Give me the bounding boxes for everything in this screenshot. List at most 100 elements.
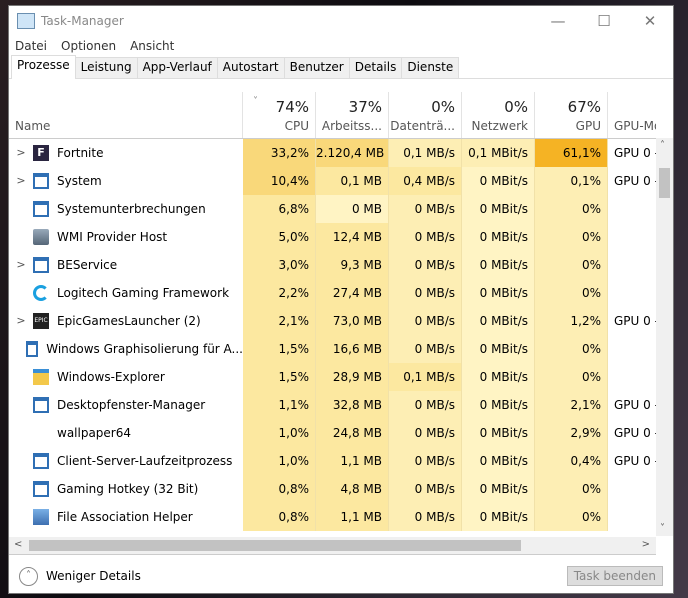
gpu-cell: 0% bbox=[535, 251, 608, 279]
epic-icon: EPIC bbox=[33, 313, 49, 329]
gpu-module-cell: GPU 0 - bbox=[614, 398, 656, 412]
memory-cell: 0,1 MB bbox=[316, 167, 389, 195]
tab-dienste[interactable]: Dienste bbox=[401, 57, 460, 78]
table-row[interactable]: > EPIC EpicGamesLauncher (2) 2,1% 73,0 M… bbox=[9, 307, 673, 335]
table-row[interactable]: > F Fortnite 33,2% 2.120,4 MB 0,1 MB/s 0… bbox=[9, 139, 673, 167]
horizontal-scrollbar[interactable]: < > bbox=[9, 537, 656, 555]
network-cell: 0 MBit/s bbox=[462, 223, 535, 251]
memory-cell: 4,8 MB bbox=[316, 475, 389, 503]
table-row[interactable]: Windows Graphisolierung für A... 1,5% 16… bbox=[9, 335, 673, 363]
close-button[interactable]: ✕ bbox=[643, 12, 657, 30]
table-row[interactable]: WMI Provider Host 5,0% 12,4 MB 0 MB/s 0 … bbox=[9, 223, 673, 251]
memory-cell: 1,1 MB bbox=[316, 447, 389, 475]
column-network[interactable]: 0% Netzwerk bbox=[462, 92, 535, 138]
minimize-button[interactable]: — bbox=[550, 12, 566, 30]
cpu-cell: 1,0% bbox=[243, 419, 316, 447]
memory-cell: 27,4 MB bbox=[316, 279, 389, 307]
menu-datei[interactable]: Datei bbox=[15, 39, 48, 53]
expand-chevron-icon[interactable]: > bbox=[16, 314, 26, 327]
process-name: Client-Server-Laufzeitprozess bbox=[57, 454, 233, 468]
expand-chevron-icon[interactable]: > bbox=[16, 258, 26, 271]
scroll-down-icon[interactable]: ˅ bbox=[660, 523, 665, 534]
window-icon bbox=[33, 453, 49, 469]
memory-cell: 32,8 MB bbox=[316, 391, 389, 419]
scroll-right-icon[interactable]: > bbox=[641, 539, 650, 550]
column-gpu[interactable]: 67% GPU bbox=[535, 92, 608, 138]
process-name-cell: Windows Graphisolierung für A... bbox=[9, 335, 243, 363]
cpu-cell: 1,5% bbox=[243, 363, 316, 391]
cpu-cell: 1,1% bbox=[243, 391, 316, 419]
scroll-up-icon[interactable]: ˄ bbox=[660, 140, 665, 151]
column-memory[interactable]: 37% Arbeitss... bbox=[316, 92, 389, 138]
gpu-cell: 2,1% bbox=[535, 391, 608, 419]
table-row[interactable]: Gaming Hotkey (32 Bit) 0,8% 4,8 MB 0 MB/… bbox=[9, 475, 673, 503]
process-name-cell: wallpaper64 bbox=[9, 419, 243, 447]
less-details-link[interactable]: Weniger Details bbox=[46, 569, 141, 583]
memory-cell: 28,9 MB bbox=[316, 363, 389, 391]
column-cpu[interactable]: ˅ 74% CPU bbox=[243, 92, 316, 138]
table-row[interactable]: Logitech Gaming Framework 2,2% 27,4 MB 0… bbox=[9, 279, 673, 307]
maximize-button[interactable]: ☐ bbox=[597, 12, 611, 30]
gpu-module-cell bbox=[608, 363, 656, 391]
wmi-icon bbox=[33, 229, 49, 245]
table-row[interactable]: Desktopfenster-Manager 1,1% 32,8 MB 0 MB… bbox=[9, 391, 673, 419]
network-cell: 0 MBit/s bbox=[462, 419, 535, 447]
table-row[interactable]: > System 10,4% 0,1 MB 0,4 MB/s 0 MBit/s … bbox=[9, 167, 673, 195]
cpu-cell: 2,1% bbox=[243, 307, 316, 335]
column-label: Netzwerk bbox=[471, 119, 528, 133]
network-cell: 0 MBit/s bbox=[462, 307, 535, 335]
table-row[interactable]: Windows-Explorer 1,5% 28,9 MB 0,1 MB/s 0… bbox=[9, 363, 673, 391]
tab-benutzer[interactable]: Benutzer bbox=[283, 57, 350, 78]
cpu-cell: 1,0% bbox=[243, 447, 316, 475]
table-row[interactable]: Client-Server-Laufzeitprozess 1,0% 1,1 M… bbox=[9, 447, 673, 475]
expand-chevron-icon[interactable]: > bbox=[16, 174, 26, 187]
process-name: BEService bbox=[57, 258, 118, 272]
tab-details[interactable]: Details bbox=[348, 57, 403, 78]
disk-cell: 0 MB/s bbox=[389, 391, 462, 419]
chevron-up-icon[interactable]: ˄ bbox=[19, 566, 38, 586]
process-name: Gaming Hotkey (32 Bit) bbox=[57, 482, 199, 496]
tab-prozesse[interactable]: Prozesse bbox=[11, 55, 76, 79]
tab-leistung[interactable]: Leistung bbox=[74, 57, 138, 78]
process-name-cell: > EPIC EpicGamesLauncher (2) bbox=[9, 307, 243, 335]
process-list: > F Fortnite 33,2% 2.120,4 MB 0,1 MB/s 0… bbox=[9, 139, 673, 531]
process-name: EpicGamesLauncher (2) bbox=[57, 314, 201, 328]
gpu-cell: 0% bbox=[535, 475, 608, 503]
expand-chevron-icon[interactable]: > bbox=[16, 146, 26, 159]
cpu-cell: 1,5% bbox=[243, 335, 316, 363]
table-row[interactable]: File Association Helper 0,8% 1,1 MB 0 MB… bbox=[9, 503, 673, 531]
network-cell: 0 MBit/s bbox=[462, 195, 535, 223]
process-name: Fortnite bbox=[57, 146, 104, 160]
gpu-total: 67% bbox=[567, 98, 601, 116]
process-name-cell: Gaming Hotkey (32 Bit) bbox=[9, 475, 243, 503]
process-name: WMI Provider Host bbox=[57, 230, 168, 244]
gpu-module-cell: GPU 0 - bbox=[614, 426, 656, 440]
disk-cell: 0 MB/s bbox=[389, 335, 462, 363]
column-label: Arbeitss... bbox=[321, 119, 382, 133]
vertical-scrollbar[interactable]: ˄ ˅ bbox=[656, 138, 673, 536]
gpu-module-cell bbox=[608, 335, 656, 363]
table-row[interactable]: Systemunterbrechungen 6,8% 0 MB 0 MB/s 0… bbox=[9, 195, 673, 223]
memory-total: 37% bbox=[348, 98, 382, 116]
column-disk[interactable]: 0% Datenträ... bbox=[389, 92, 462, 138]
menu-optionen[interactable]: Optionen bbox=[61, 39, 117, 53]
scroll-thumb[interactable] bbox=[29, 540, 521, 551]
column-label: Datenträ... bbox=[390, 119, 455, 133]
gpu-module-cell bbox=[608, 195, 656, 223]
disk-cell: 0 MB/s bbox=[389, 419, 462, 447]
tab-autostart[interactable]: Autostart bbox=[216, 57, 285, 78]
tab-app-verlauf[interactable]: App-Verlauf bbox=[136, 57, 218, 78]
table-row[interactable]: > BEService 3,0% 9,3 MB 0 MB/s 0 MBit/s … bbox=[9, 251, 673, 279]
memory-cell: 2.120,4 MB bbox=[316, 139, 389, 167]
menu-ansicht[interactable]: Ansicht bbox=[130, 39, 175, 53]
scroll-left-icon[interactable]: < bbox=[14, 539, 23, 550]
end-task-button[interactable]: Task beenden bbox=[566, 566, 663, 586]
gpu-cell: 0% bbox=[535, 195, 608, 223]
cpu-cell: 3,0% bbox=[243, 251, 316, 279]
process-name: Desktopfenster-Manager bbox=[57, 398, 206, 412]
table-row[interactable]: wallpaper64 1,0% 24,8 MB 0 MB/s 0 MBit/s… bbox=[9, 419, 673, 447]
column-gpu-module[interactable]: GPU-Modu bbox=[608, 92, 656, 138]
scroll-thumb[interactable] bbox=[659, 168, 670, 198]
column-name[interactable]: Name bbox=[9, 92, 243, 138]
cpu-cell: 0,8% bbox=[243, 503, 316, 531]
